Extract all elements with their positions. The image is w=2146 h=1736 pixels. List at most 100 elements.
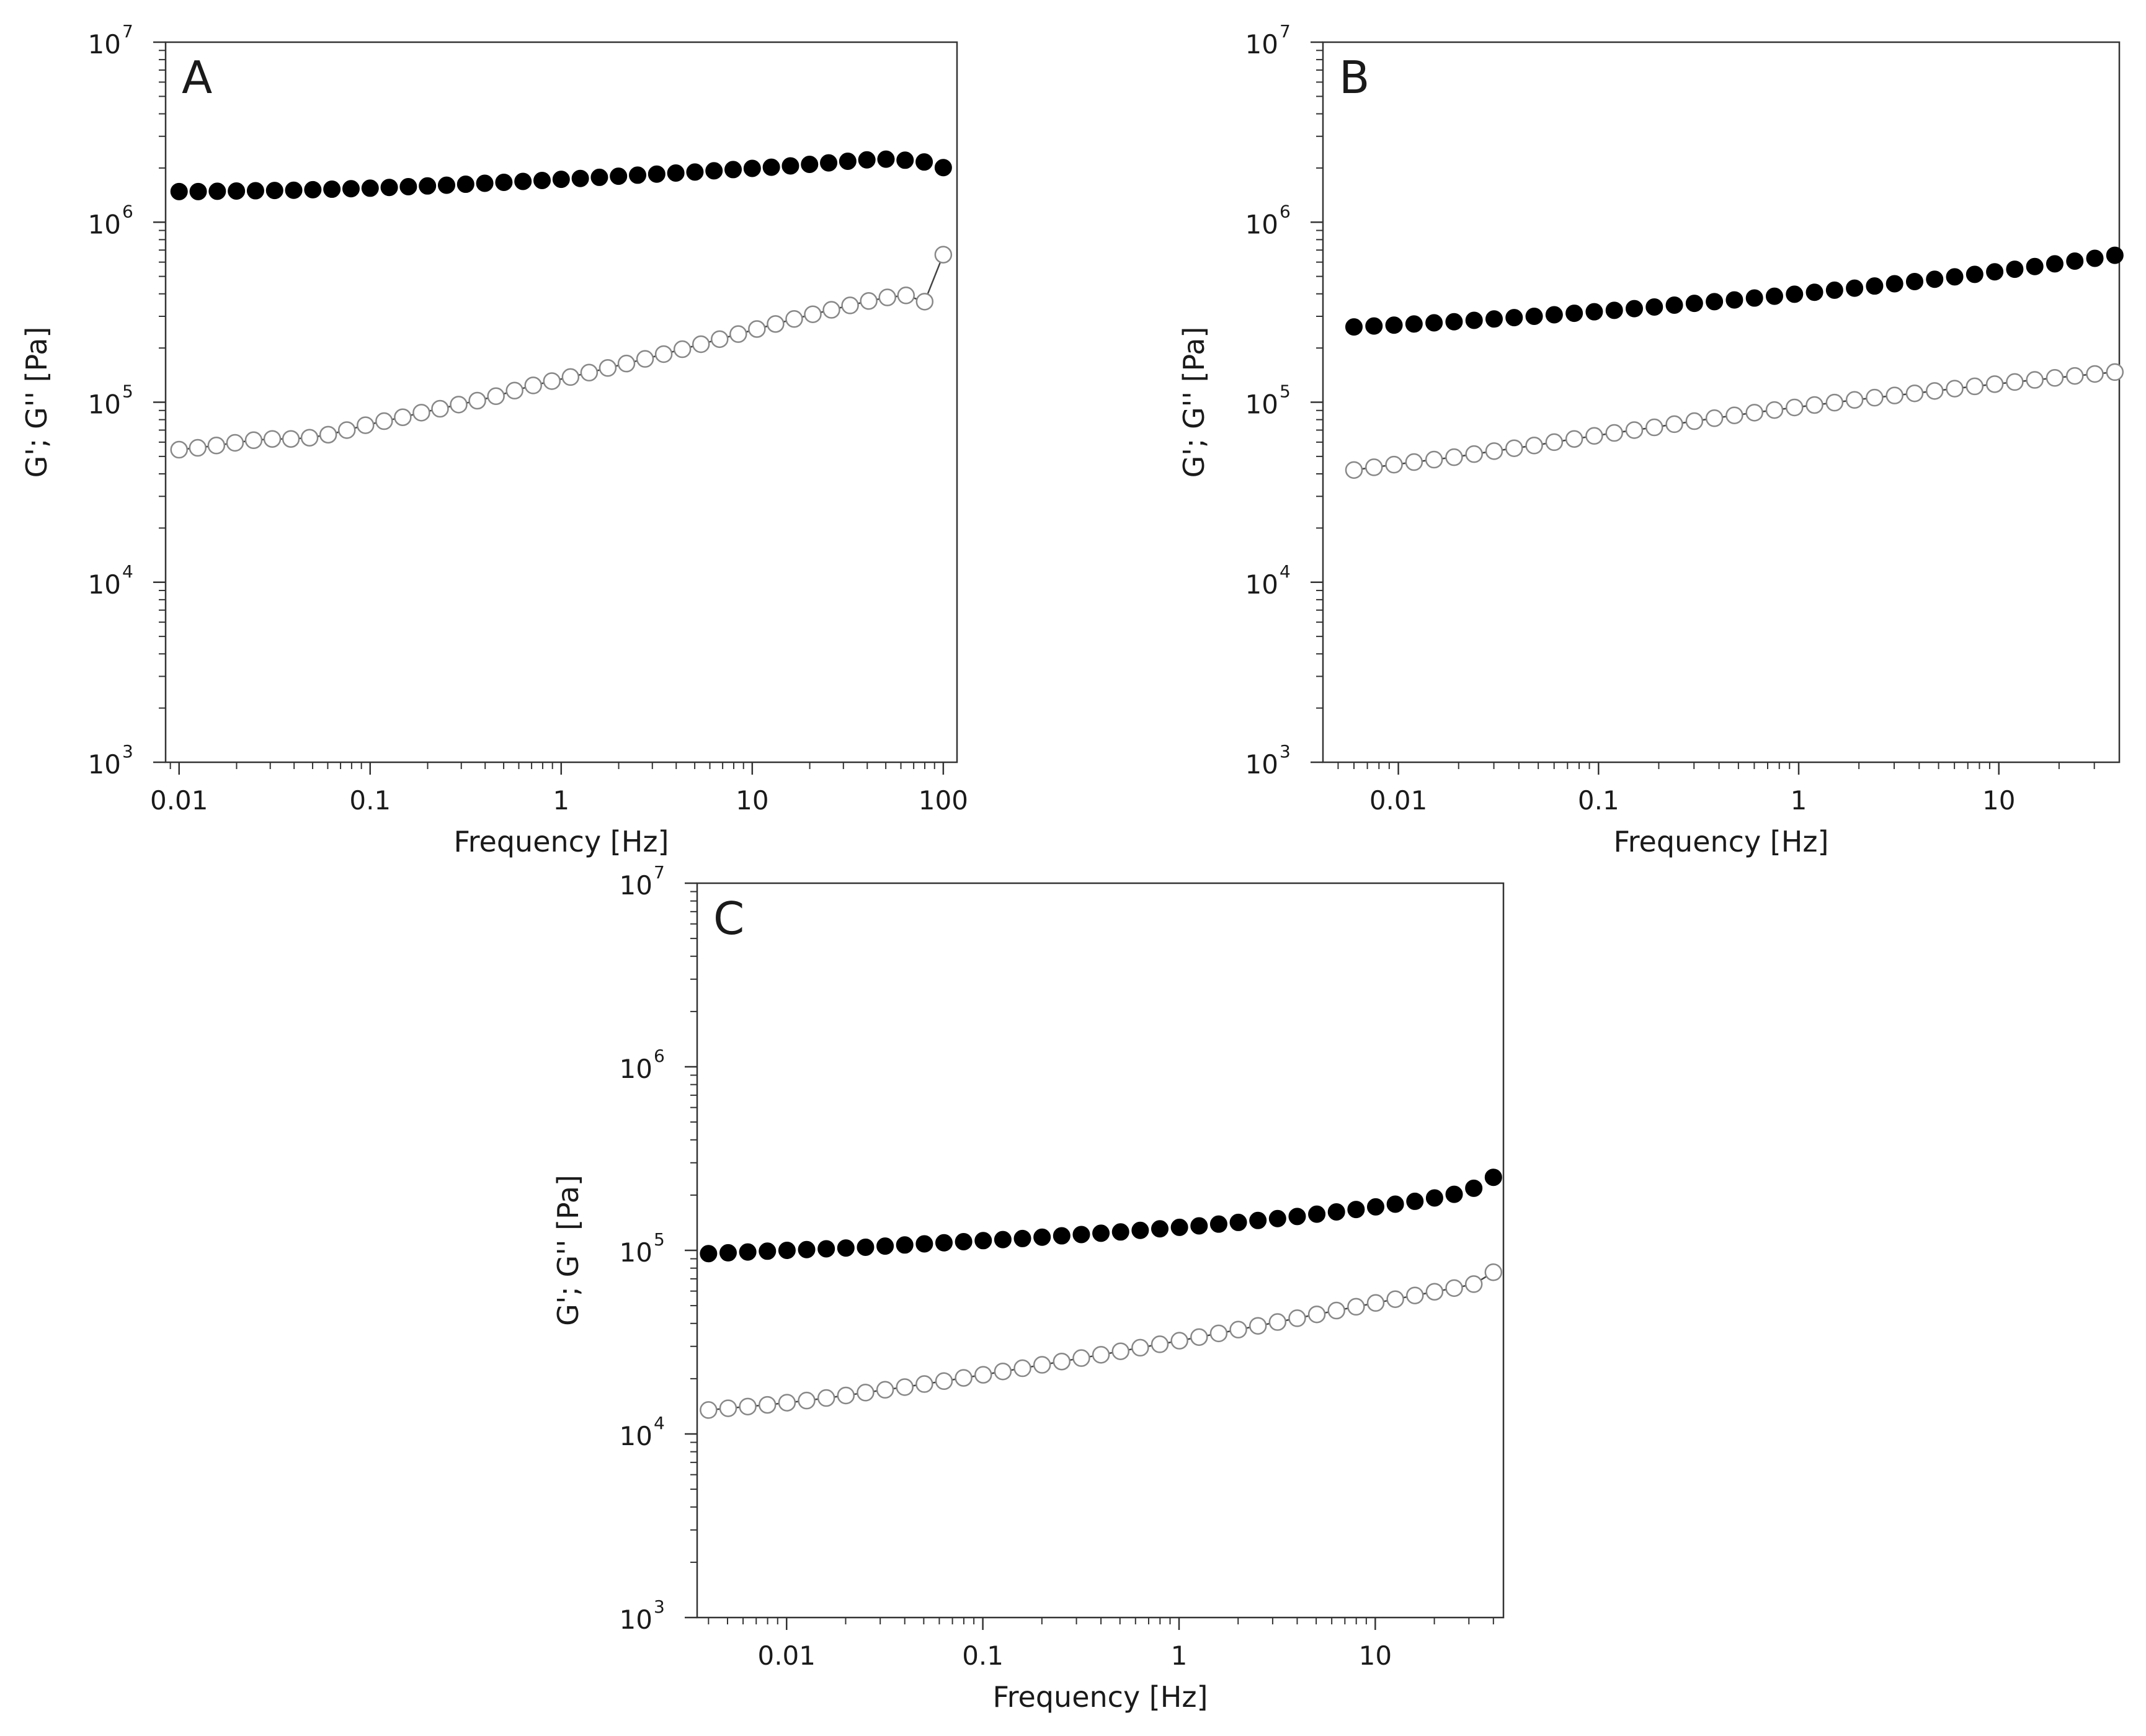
data-point-filled xyxy=(820,154,838,172)
data-point-open xyxy=(1345,461,1363,479)
data-point-open xyxy=(778,1394,796,1412)
y-tick-exponent: 4 xyxy=(122,561,133,582)
data-point-open xyxy=(1565,430,1583,448)
data-point-open xyxy=(2006,373,2024,391)
data-point-open xyxy=(857,1384,875,1402)
data-point-filled xyxy=(2046,255,2064,273)
data-point-open xyxy=(654,345,673,363)
data-point-filled xyxy=(399,177,417,195)
data-point-filled xyxy=(456,176,474,194)
data-point-open xyxy=(915,1375,933,1393)
x-axis-label: Frequency [Hz] xyxy=(1614,825,1829,858)
data-point-filled xyxy=(1966,265,1983,283)
x-tick-label: 1 xyxy=(553,785,569,816)
data-point-open xyxy=(1190,1328,1208,1347)
series-g-prime xyxy=(700,1168,1502,1263)
data-point-open xyxy=(719,1399,737,1417)
data-point-open xyxy=(2065,367,2084,385)
data-point-filled xyxy=(1505,309,1523,327)
y-tick-exponent: 3 xyxy=(122,741,133,762)
data-point-open xyxy=(561,368,580,386)
data-point-open xyxy=(580,363,599,382)
data-point-open xyxy=(1033,1356,1051,1374)
y-tick-exponent: 7 xyxy=(122,21,133,42)
data-point-filled xyxy=(1926,270,1944,288)
data-point-filled xyxy=(915,1235,933,1253)
data-point-filled xyxy=(380,179,398,197)
x-tick-label: 100 xyxy=(919,785,968,816)
y-tick-exponent: 5 xyxy=(1280,381,1291,402)
data-point-open xyxy=(955,1369,973,1387)
series-g-double-prime xyxy=(170,246,953,459)
data-point-filled xyxy=(759,1242,777,1260)
y-tick-exponent: 5 xyxy=(654,1229,665,1250)
data-point-filled xyxy=(915,153,933,171)
x-axis-label: Frequency [Hz] xyxy=(454,825,669,858)
data-point-open xyxy=(1665,415,1683,434)
data-point-filled xyxy=(1131,1221,1149,1239)
panel-letter: A xyxy=(182,51,212,104)
data-point-filled xyxy=(170,182,188,200)
y-tick-exponent: 6 xyxy=(654,1046,665,1066)
data-point-filled xyxy=(1565,305,1583,323)
data-point-open xyxy=(2046,369,2064,387)
data-point-filled xyxy=(1327,1203,1345,1221)
data-point-filled xyxy=(208,182,226,200)
data-point-open xyxy=(915,293,934,311)
data-point-filled xyxy=(610,167,628,185)
data-point-open xyxy=(599,359,617,377)
data-point-open xyxy=(1385,455,1403,474)
data-point-filled xyxy=(419,177,437,195)
series-g-prime xyxy=(170,150,952,200)
data-point-filled xyxy=(1385,316,1403,334)
data-point-open xyxy=(282,430,300,448)
series-line xyxy=(179,254,945,451)
data-point-filled xyxy=(798,1240,816,1258)
data-point-open xyxy=(1465,445,1483,463)
data-point-filled xyxy=(1805,283,1823,301)
data-point-filled xyxy=(1525,308,1543,326)
data-point-open xyxy=(817,1389,835,1407)
data-point-filled xyxy=(1268,1209,1286,1227)
series-g-double-prime xyxy=(700,1263,1503,1419)
data-point-open xyxy=(1249,1317,1267,1335)
data-point-open xyxy=(468,391,486,410)
data-point-filled xyxy=(1425,1189,1443,1207)
data-point-filled xyxy=(514,172,532,190)
data-point-filled xyxy=(1425,314,1443,332)
data-point-open xyxy=(412,404,430,422)
data-point-filled xyxy=(1249,1211,1267,1229)
data-point-open xyxy=(1229,1320,1247,1339)
y-tick-label: 10 xyxy=(1245,569,1278,600)
data-point-filled xyxy=(837,1239,855,1257)
data-point-open xyxy=(394,408,412,426)
data-point-filled xyxy=(1229,1213,1247,1231)
y-tick-label: 10 xyxy=(620,870,652,901)
data-point-open xyxy=(1845,391,1864,409)
data-point-open xyxy=(1725,406,1743,424)
data-point-open xyxy=(1505,439,1523,457)
data-point-open xyxy=(1605,424,1623,442)
data-point-open xyxy=(759,1395,777,1414)
data-point-filled xyxy=(1072,1226,1090,1244)
y-tick-exponent: 6 xyxy=(1280,201,1291,221)
panel-letter: B xyxy=(1339,51,1369,104)
data-point-filled xyxy=(2006,260,2024,278)
data-point-filled xyxy=(1986,263,2004,281)
data-point-open xyxy=(804,305,822,323)
data-point-filled xyxy=(2086,249,2104,267)
data-point-open xyxy=(974,1366,992,1384)
data-point-filled xyxy=(1170,1218,1188,1236)
data-point-filled xyxy=(700,1245,718,1263)
data-point-open xyxy=(837,1386,855,1405)
data-point-filled xyxy=(590,168,608,186)
data-point-open xyxy=(1485,442,1503,460)
data-point-filled xyxy=(304,180,322,198)
y-tick-exponent: 3 xyxy=(654,1596,665,1617)
data-point-open xyxy=(1386,1290,1404,1308)
x-tick-label: 1 xyxy=(1171,1640,1188,1671)
data-point-filled xyxy=(495,173,513,191)
data-point-open xyxy=(505,381,523,400)
